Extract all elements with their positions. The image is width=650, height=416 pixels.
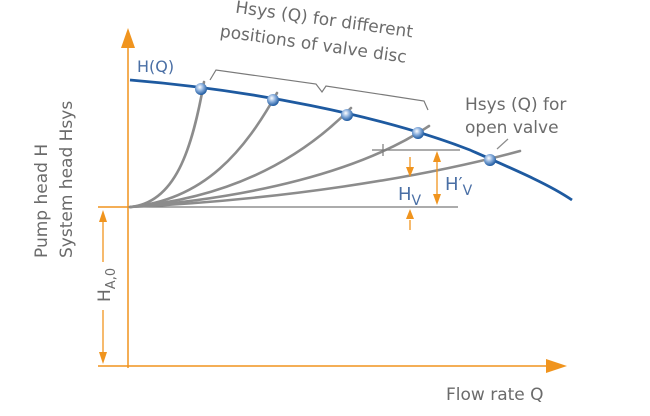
operating-point [341, 109, 353, 121]
operating-point [267, 94, 279, 106]
operating-point [412, 127, 424, 139]
pump-curve-label: H(Q) [137, 57, 174, 76]
hv-dimension [406, 157, 414, 230]
open-valve-leader [496, 138, 509, 150]
operating-point [484, 154, 496, 166]
valve-positions-brace [209, 69, 429, 111]
hv-prime-dimension [433, 151, 441, 205]
system-curve-4 [128, 124, 431, 209]
y-axis-label-line2: System head Hsys [57, 101, 77, 258]
system-curves [128, 80, 522, 209]
open-valve-label-line1: Hsys (Q) for [465, 95, 566, 115]
open-valve-label-line2: open valve [465, 118, 559, 138]
hv-label: HV [398, 184, 422, 209]
ha0-label: HA,0 [95, 268, 119, 302]
ha0-dimension [99, 210, 107, 364]
x-axis-label: Flow rate Q [446, 385, 544, 405]
operating-point [195, 83, 207, 95]
operating-points [195, 83, 496, 166]
pump-curve [129, 78, 573, 202]
x-axis-arrow-icon [546, 359, 567, 373]
system-curve-1 [128, 80, 206, 209]
x-axis [98, 359, 567, 373]
y-axis-label-line1: Pump head H [32, 144, 52, 258]
system-curve-3 [128, 106, 353, 209]
hv-prime-label: H′V [445, 174, 473, 199]
system-curve-2 [128, 91, 279, 209]
y-axis-arrow-icon [121, 28, 135, 48]
system-curve-open [128, 149, 522, 209]
